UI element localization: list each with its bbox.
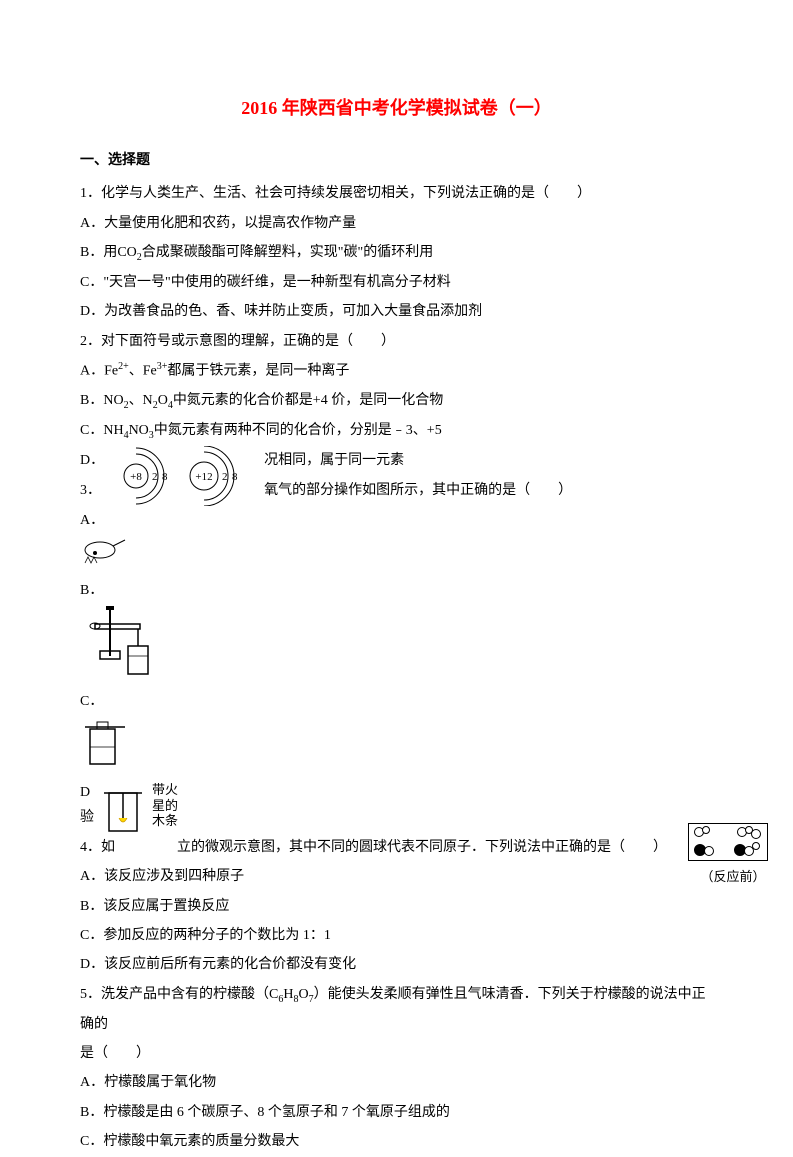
q2c-pre: C．NH: [80, 423, 124, 438]
q1-option-d: D．为改善食品的色、香、味并防止变质，可加入大量食品添加剂: [80, 297, 713, 326]
q4-option-b: B．该反应属于置换反应: [80, 892, 713, 921]
reaction-diagram: （反应前） 们: [688, 823, 778, 890]
svg-text:8: 8: [232, 471, 238, 483]
fire-label-2: 星的: [152, 798, 178, 814]
q1-stem: 1．化学与人类生产、生活、社会可持续发展密切相关，下列说法正确的是（ ）: [80, 179, 713, 208]
q2b-mid: 、N: [129, 393, 153, 408]
q2a-pre: A．Fe: [80, 364, 118, 379]
q3-option-d-row: D 验 带火 星的 木条: [80, 778, 713, 833]
q4-option-c: C．参加反应的两种分子的个数比为 1：1: [80, 921, 713, 950]
q2-option-a: A．Fe2+、Fe3+都属于铁元素，是同一种离子: [80, 356, 713, 386]
q1-option-a: A．大量使用化肥和农药，以提高农作物产量: [80, 209, 713, 238]
q2a-mid: 、Fe: [129, 364, 157, 379]
q5-option-c: C．柠檬酸中氧元素的质量分数最大: [80, 1127, 713, 1156]
q4-stem-pre: 4．如: [80, 840, 115, 855]
q5-pre: 5．洗发产品中含有的柠檬酸（C: [80, 987, 278, 1002]
q2a-sup2: 3+: [157, 361, 168, 372]
q3-stem-pre: 3．: [80, 476, 104, 505]
q2a-sup1: 2+: [118, 361, 129, 372]
fire-label-3: 木条: [152, 813, 178, 829]
q2-stem: 2．对下面符号或示意图的理解，正确的是（ ）: [80, 327, 713, 356]
q5-stem: 5．洗发产品中含有的柠檬酸（C6H8O7）能使头发柔顺有弹性且气味清香．下列关于…: [80, 980, 713, 1039]
q3-option-a: A．: [80, 506, 713, 535]
q2d-q3-row: D． 3． +8 2 8 +12 2 8 况相同，属于同一元素 氧气的部分操作如…: [80, 446, 713, 506]
svg-text:8: 8: [162, 471, 168, 483]
q4-option-a: A．该反应涉及到四种原子: [80, 862, 713, 891]
fire-label-1: 带火: [152, 782, 178, 798]
q1b-pre: B．用CO: [80, 245, 137, 260]
q4-stem-post: 立的微观示意图，其中不同的圆球代表不同原子．下列说法中正确的是（ ）: [177, 840, 667, 855]
apparatus-a-diagram: [80, 535, 713, 576]
q5-mid2: O: [298, 987, 308, 1002]
apparatus-c-diagram: [80, 717, 713, 778]
q5-mid1: H: [283, 987, 293, 1002]
apparatus-b-diagram: [80, 606, 713, 687]
svg-text:2: 2: [222, 471, 228, 483]
q1-option-c: C．"天宫一号"中使用的碳纤维，是一种新型有机高分子材料: [80, 268, 713, 297]
reaction-label: （反应前）: [688, 863, 778, 890]
q2b-pre: B．NO: [80, 393, 124, 408]
q5-stem-end: 是（ ）: [80, 1039, 713, 1068]
q2-option-b: B．NO2、N2O4中氮元素的化合价都是+4 价，是同一化合物: [80, 386, 713, 416]
svg-text:+8: +8: [130, 471, 142, 483]
q2d-text: 况相同，属于同一元素: [264, 446, 572, 475]
q4-option-d: D．该反应前后所有元素的化合价都没有变化: [80, 950, 713, 979]
q5-option-b: B．柠檬酸是由 6 个碳原子、8 个氢原子和 7 个氧原子组成的: [80, 1098, 713, 1127]
apparatus-d-diagram: [99, 778, 149, 833]
exam-title: 2016 年陕西省中考化学模拟试卷（一）: [80, 90, 713, 128]
q3-option-d: D: [80, 780, 94, 805]
q3-stem-post: 氧气的部分操作如图所示，其中正确的是（ ）: [264, 476, 572, 505]
q1b-post: 合成聚碳酸酯可降解塑料，实现"碳"的循环利用: [142, 245, 433, 260]
svg-text:+12: +12: [196, 471, 213, 483]
q2c-post: 中氮元素有两种不同的化合价，分别是﹣3、+5: [154, 423, 442, 438]
atom-structure-diagram: +8 2 8 +12 2 8: [104, 446, 264, 506]
q2c-mid: NO: [129, 423, 149, 438]
q2a-post: 都属于铁元素，是同一种离子: [167, 364, 349, 379]
q3-option-c: C．: [80, 687, 713, 716]
q1-option-b: B．用CO2合成聚碳酸酯可降解塑料，实现"碳"的循环利用: [80, 238, 713, 268]
q2-option-c: C．NH4NO3中氮元素有两种不同的化合价，分别是﹣3、+5: [80, 416, 713, 446]
q2b-mid2: O: [158, 393, 168, 408]
q3-option-b: B．: [80, 576, 713, 605]
q5-option-a: A．柠檬酸属于氧化物: [80, 1068, 713, 1097]
svg-text:2: 2: [152, 471, 158, 483]
section-header: 一、选择题: [80, 146, 713, 175]
q3-verify: 验: [80, 805, 94, 830]
q4-row: 4．如 立的微观示意图，其中不同的圆球代表不同原子．下列说法中正确的是（ ） （…: [80, 833, 713, 862]
q2b-post: 中氮元素的化合价都是+4 价，是同一化合物: [173, 393, 443, 408]
q2-option-d: D．: [80, 446, 104, 475]
